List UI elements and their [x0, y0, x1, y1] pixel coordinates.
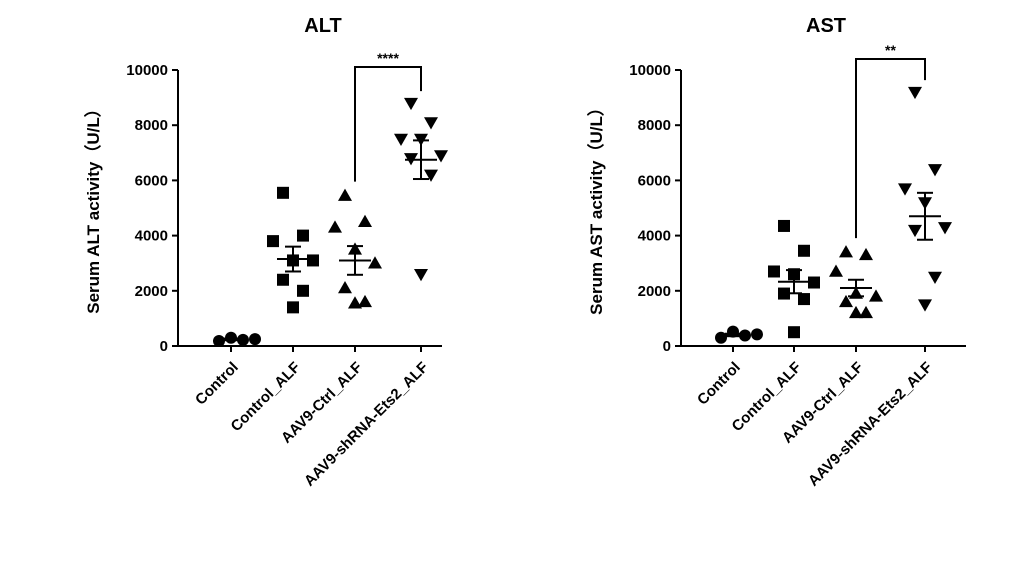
data-point — [338, 188, 352, 201]
y-tick-label: 10000 — [126, 62, 168, 79]
data-point — [768, 265, 780, 278]
data-point — [307, 254, 319, 267]
data-point — [297, 284, 309, 297]
y-tick-label: 6000 — [638, 172, 671, 189]
data-point — [287, 301, 299, 314]
data-point — [859, 247, 873, 261]
data-point — [928, 271, 942, 284]
x-tick-label: Control — [192, 359, 242, 409]
y-tick-label: 4000 — [638, 228, 671, 245]
ast-mean-sem — [717, 191, 941, 338]
data-point — [798, 293, 810, 306]
data-point — [404, 97, 418, 111]
data-point — [839, 245, 853, 258]
data-point — [778, 287, 790, 300]
alt-panel: ALT Serum ALT activity（U/L） 0 2000 4000 600… — [83, 15, 448, 490]
significance-bracket — [354, 66, 422, 182]
ast-ylabel: Serum AST activity（U/L） — [586, 99, 606, 315]
data-point — [358, 294, 372, 308]
data-point — [249, 333, 261, 346]
data-point — [751, 328, 763, 341]
x-tick-label: Control — [694, 359, 744, 409]
data-point — [297, 229, 309, 242]
data-point — [798, 244, 810, 257]
x-tick-label: AAV9-shRNA-Ets2_ALF — [805, 359, 936, 490]
data-point — [277, 273, 289, 286]
x-tick-label: AAV9-shRNA-Ets2_ALF — [301, 359, 432, 490]
ast-axes — [680, 70, 966, 347]
significance-label: **** — [377, 50, 399, 66]
data-point — [908, 86, 922, 100]
data-point — [338, 281, 352, 294]
ast-title: AST — [806, 15, 846, 37]
alt-axes — [177, 70, 442, 347]
alt-significance: **** — [354, 50, 422, 182]
data-point — [358, 214, 372, 228]
data-point — [839, 294, 853, 308]
ast-x-categories: ControlControl_ALFAAV9-Ctrl_ALFAAV9-shRN… — [694, 346, 936, 490]
alt-title: ALT — [304, 15, 341, 37]
data-point — [938, 222, 952, 235]
data-point — [424, 117, 438, 130]
data-point — [778, 219, 790, 232]
data-point — [898, 183, 912, 196]
alt-ylabel: Serum ALT activity（U/L） — [83, 100, 103, 313]
data-point — [788, 326, 800, 339]
y-tick-label: 8000 — [638, 117, 671, 134]
data-point — [213, 335, 225, 348]
data-point — [918, 299, 932, 312]
data-point — [869, 289, 883, 302]
data-point — [434, 150, 448, 163]
data-point — [267, 235, 279, 248]
significance-label: ** — [885, 42, 896, 58]
y-tick-label: 0 — [663, 338, 671, 355]
data-point — [829, 264, 843, 277]
data-point — [928, 164, 942, 177]
alt-y-ticks: 0 2000 4000 6000 8000 10000 — [126, 62, 178, 355]
data-point — [849, 305, 863, 319]
data-point — [348, 296, 362, 309]
y-tick-label: 2000 — [638, 283, 671, 300]
data-point — [414, 268, 428, 282]
alt-x-categories: ControlControl_ALFAAV9-Ctrl_ALFAAV9-shRN… — [192, 346, 432, 490]
ast-significance: ** — [855, 42, 926, 239]
y-tick-label: 6000 — [135, 172, 168, 189]
y-tick-label: 10000 — [629, 62, 671, 79]
data-point — [368, 256, 382, 269]
data-point — [908, 224, 922, 238]
data-point — [424, 169, 438, 182]
data-point — [328, 220, 342, 233]
data-point — [808, 276, 820, 289]
y-tick-label: 4000 — [135, 228, 168, 245]
ast-data-marks — [715, 86, 952, 344]
alt-data-marks — [213, 97, 448, 348]
ast-y-ticks: 0 2000 4000 6000 8000 10000 — [629, 62, 681, 355]
y-tick-label: 0 — [160, 338, 168, 355]
ast-panel: AST Serum AST activity（U/L） 0 2000 4000 600… — [586, 15, 966, 490]
data-point — [277, 186, 289, 199]
y-tick-label: 8000 — [135, 117, 168, 134]
alt-mean-sem — [215, 139, 437, 342]
data-point — [859, 305, 873, 319]
significance-bracket — [855, 58, 926, 239]
y-tick-label: 2000 — [135, 283, 168, 300]
data-point — [394, 133, 408, 146]
